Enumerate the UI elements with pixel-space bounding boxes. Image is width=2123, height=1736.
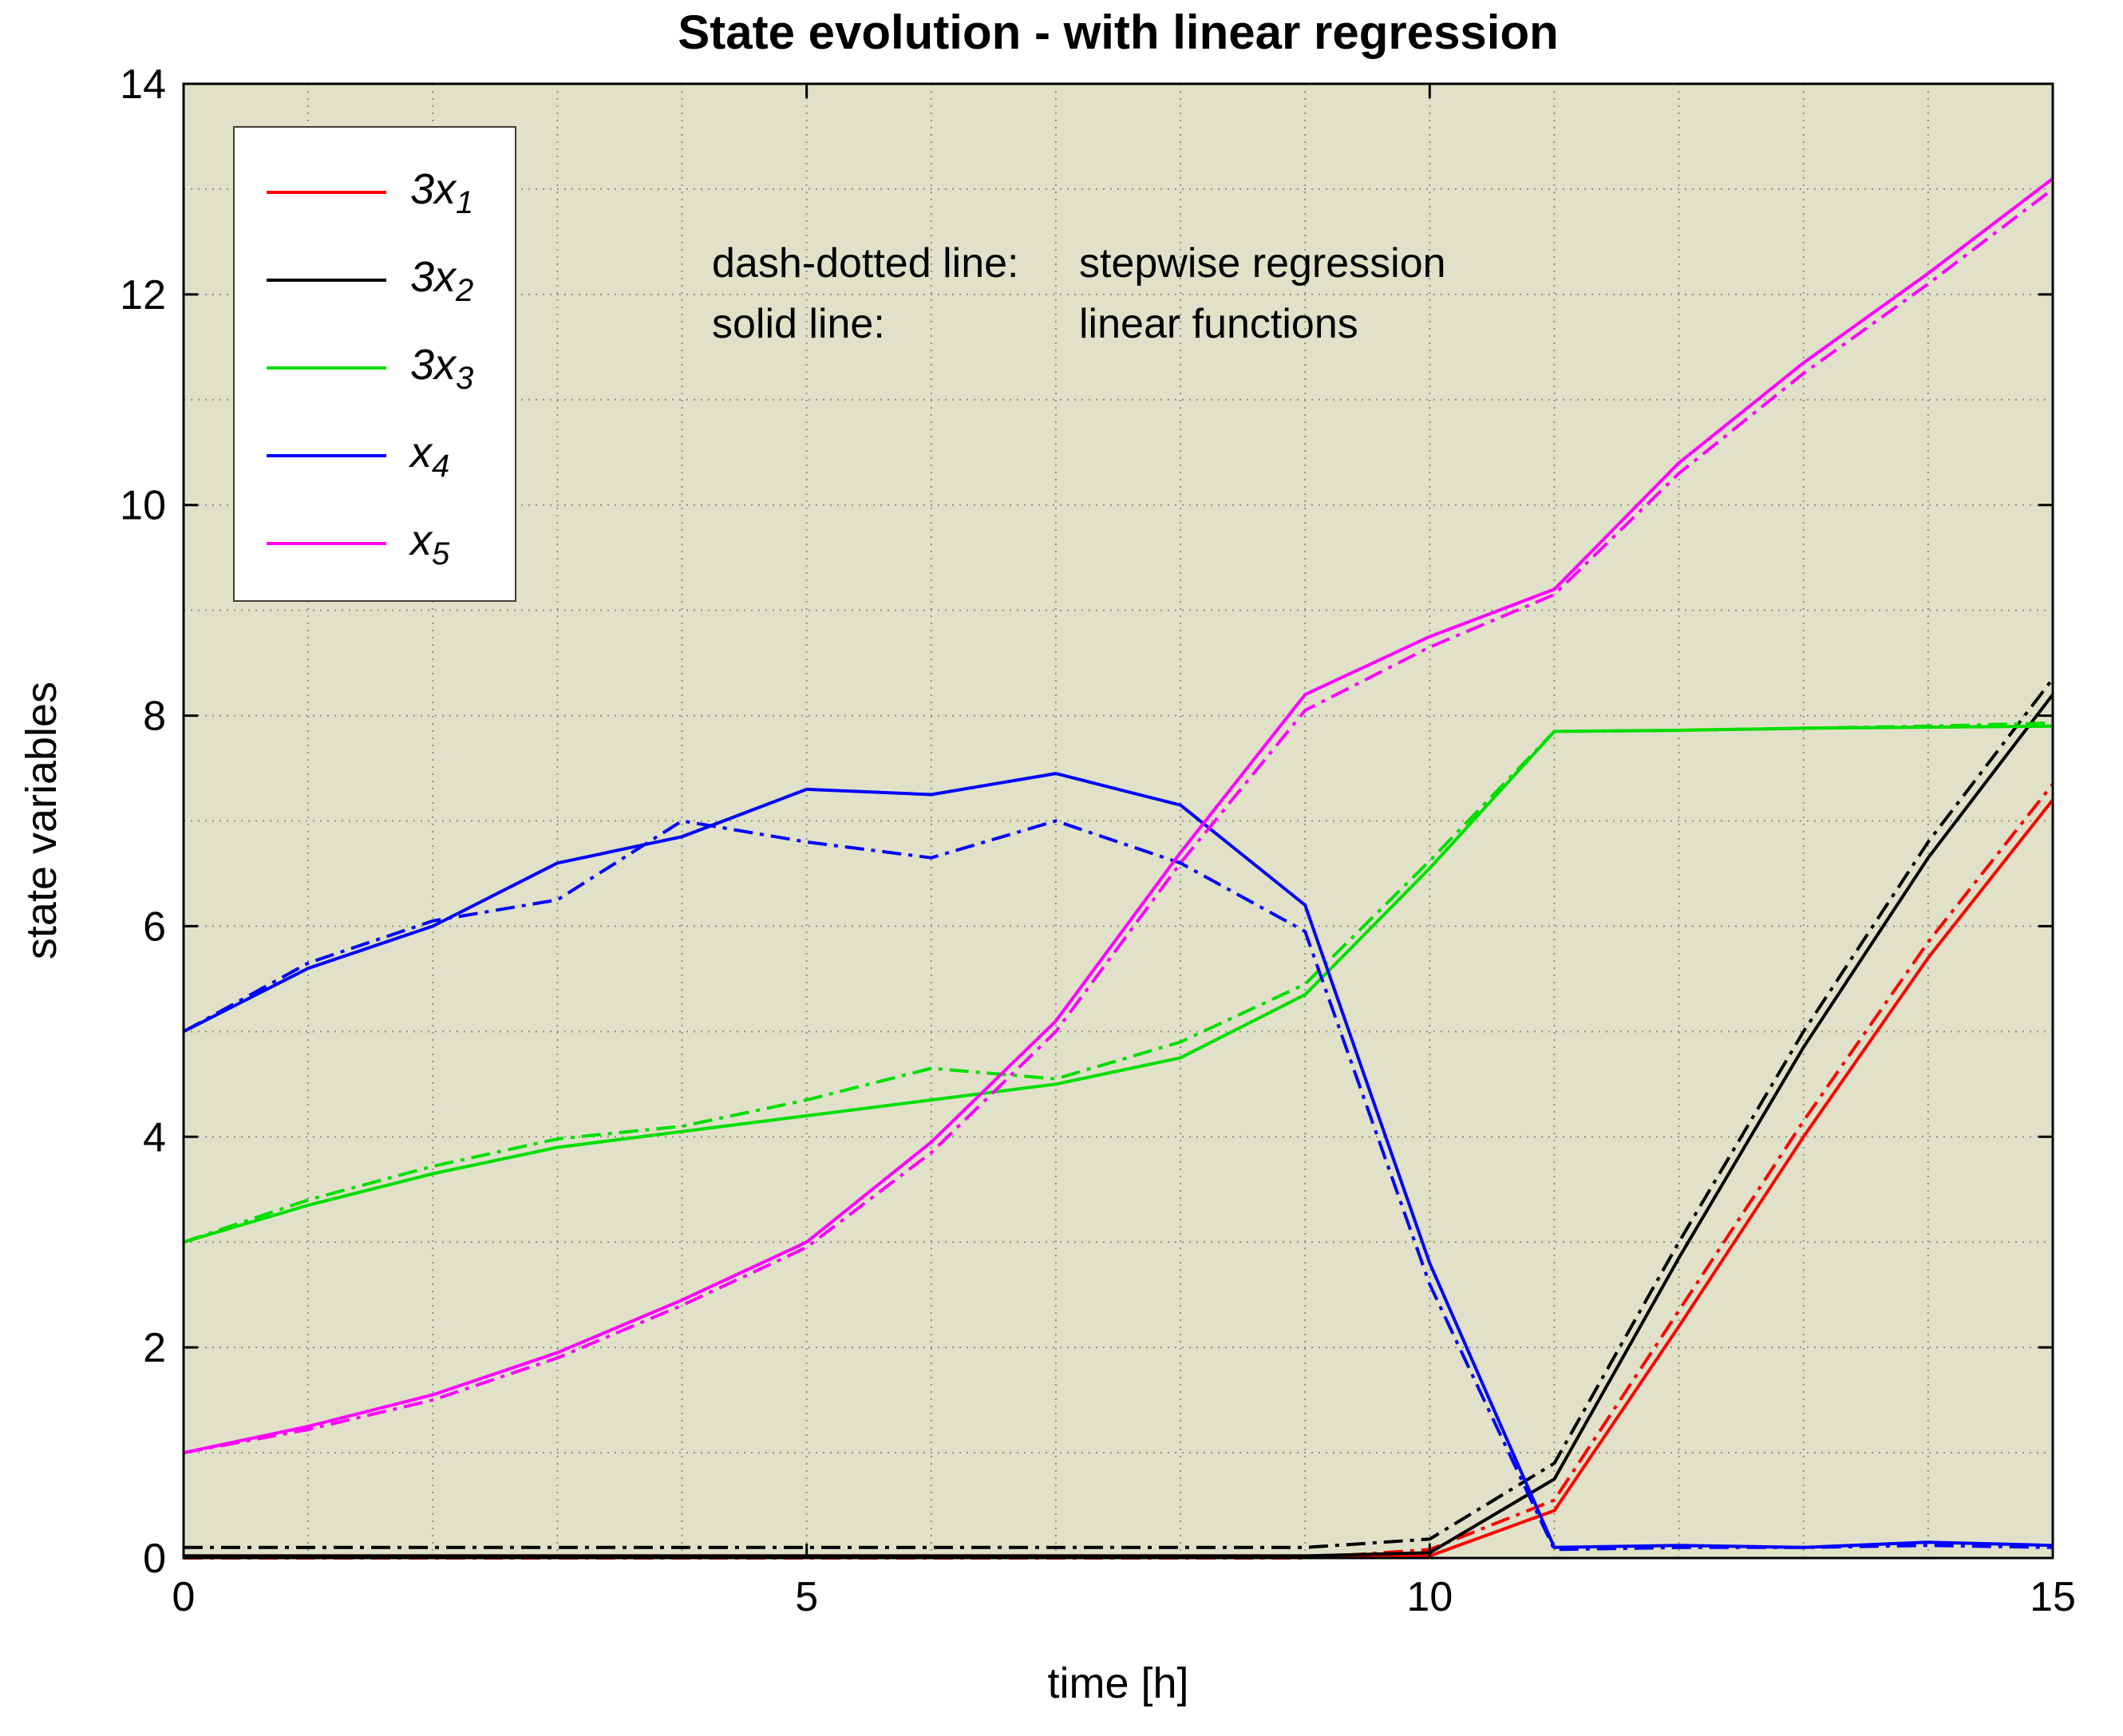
y-tick-label: 6 xyxy=(143,904,166,950)
y-tick-label: 8 xyxy=(143,694,166,740)
legend-line-sample-3x1 xyxy=(267,191,386,194)
y-tick-label: 2 xyxy=(143,1325,166,1371)
legend-entry-x5: x5 xyxy=(267,500,473,587)
y-tick-label: 12 xyxy=(120,272,166,318)
grid xyxy=(184,84,2053,1558)
x-axis-label: time [h] xyxy=(1047,1659,1189,1707)
y-tick-label: 10 xyxy=(120,483,166,529)
series-x4-solid xyxy=(183,772,2054,1549)
x-tick-label: 0 xyxy=(172,1574,196,1620)
y-tick-label: 4 xyxy=(143,1114,166,1161)
series-3x2-dashdot xyxy=(184,678,2054,1549)
series-3x2-solid xyxy=(184,693,2054,1558)
legend-entry-3x3: 3x3 xyxy=(267,324,473,412)
legend-label-x4: x4 xyxy=(410,428,450,484)
ticks: 0 5 10 15 0 2 4 6 8 10 12 14 xyxy=(120,61,2076,1620)
legend-label-3x1: 3x1 xyxy=(410,164,474,220)
legend-label-3x2: 3x2 xyxy=(410,252,474,308)
series-x5-dashdot xyxy=(183,188,2054,1455)
x-tick-label: 10 xyxy=(1406,1574,1453,1620)
annotation-label-solid: solid line: xyxy=(712,301,885,347)
y-tick-label: 14 xyxy=(120,61,166,108)
legend-entry-x4: x4 xyxy=(267,412,473,500)
series-3x3-dashdot xyxy=(183,721,2054,1244)
y-tick-label: 0 xyxy=(143,1536,166,1582)
legend-line-sample-3x2 xyxy=(267,279,386,282)
series-x5-solid xyxy=(183,177,2054,1455)
legend-entry-3x2: 3x2 xyxy=(267,236,473,324)
annotation-row: dash-dotted line: stepwise regression xyxy=(712,233,1446,294)
x-tick-label: 15 xyxy=(2030,1574,2076,1620)
x-tick-label: 5 xyxy=(795,1574,818,1620)
y-axis-label: state variables xyxy=(18,681,65,960)
annotation-value-solid: linear functions xyxy=(1079,301,1358,347)
chart-title: State evolution - with linear regression xyxy=(678,6,1559,59)
annotation-row: solid line: linear functions xyxy=(712,294,1446,354)
legend: 3x1 3x2 3x3 x4 x5 xyxy=(233,126,517,602)
legend-line-sample-3x3 xyxy=(267,366,386,370)
axes-box xyxy=(182,82,2054,1560)
annotation-label-dashdot: dash-dotted line: xyxy=(712,240,1019,287)
annotation: dash-dotted line: stepwise regression so… xyxy=(712,233,1446,354)
legend-line-sample-x4 xyxy=(267,454,386,457)
annotation-value-dashdot: stepwise regression xyxy=(1079,240,1446,287)
legend-label-3x3: 3x3 xyxy=(410,340,474,396)
legend-line-sample-x5 xyxy=(267,542,386,545)
legend-label-x5: x5 xyxy=(410,516,450,571)
legend-entry-3x1: 3x1 xyxy=(267,148,473,236)
